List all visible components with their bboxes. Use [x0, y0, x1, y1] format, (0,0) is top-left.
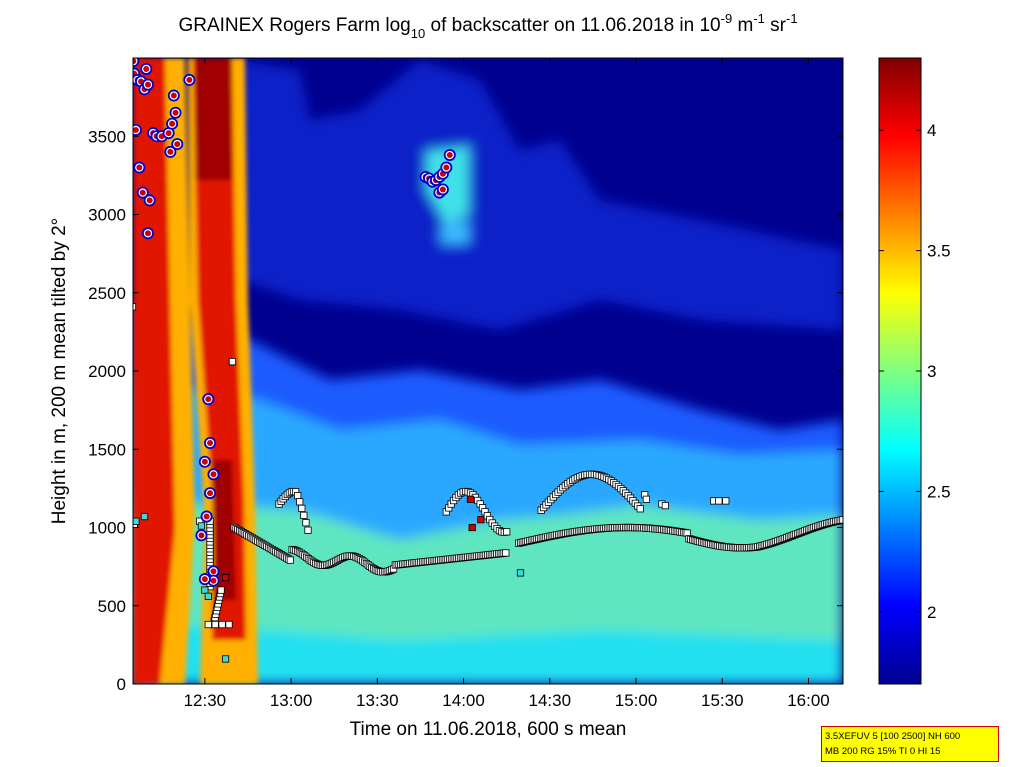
inversion-square-upper [642, 495, 650, 503]
inversion-square-upper [503, 528, 511, 536]
x-tick-label: 14:00 [442, 691, 485, 710]
plume-square [133, 303, 137, 311]
info-line-2: MB 200 RG 15% TI 0 HI 15 [825, 746, 941, 757]
cyan-square [197, 522, 206, 530]
x-tick-label: 14:30 [529, 691, 572, 710]
field-layers [133, 60, 843, 684]
cloud-base-circle [143, 65, 150, 72]
info-line-1: 3.5XEFUV 5 [100 2500] NH 600 [825, 731, 961, 742]
colorbar-tick-label: 3.5 [927, 242, 951, 261]
cloud-base-circle [203, 513, 210, 520]
inversion-square-upper [298, 504, 306, 512]
inversion-square-lower [286, 556, 294, 564]
cloud-base-circle [144, 230, 151, 237]
cloud-base-circle [201, 576, 208, 583]
x-axis-label: Time on 11.06.2018, 600 s mean [350, 719, 627, 740]
red-square [468, 523, 476, 532]
x-tick-label: 15:00 [615, 691, 658, 710]
y-tick-label: 2500 [88, 284, 126, 303]
cloud-base-circle [443, 164, 450, 171]
colorbar-tick-label: 4 [927, 121, 936, 140]
cloud-base-circle [174, 141, 181, 148]
cloud-base-circle [210, 471, 217, 478]
cloud-base-circle [210, 568, 217, 575]
cloud-base-circle [136, 164, 143, 171]
y-axis-label: Height in m, 200 m mean tilted by 2° [49, 218, 70, 524]
inversion-square-upper [302, 519, 310, 527]
y-tick-label: 2000 [88, 362, 126, 381]
plume-square [204, 620, 212, 629]
cloud-base-circle [139, 189, 146, 196]
colorbar-tick-label: 3 [927, 362, 936, 381]
cyan-square [133, 517, 140, 525]
cloud-base-circle [446, 152, 453, 159]
field-cloud [425, 145, 470, 225]
inversion-square-upper [304, 526, 312, 534]
cloud-base-circle [205, 396, 212, 403]
inversion-square-upper [636, 505, 644, 513]
inversion-square-upper [294, 492, 302, 500]
cloud-base-circle [210, 577, 217, 584]
x-tick-label: 13:00 [270, 691, 313, 710]
cyan-square [140, 512, 149, 521]
cloud-base-circle [198, 532, 205, 539]
field-upper-haze [240, 60, 843, 330]
plume-left-core [133, 58, 175, 684]
plume-square [225, 620, 233, 629]
plume-square [217, 586, 225, 594]
red-square [221, 573, 230, 582]
colorbar-tick-label: 2.5 [927, 482, 951, 501]
cyan-square [201, 586, 209, 594]
cyan-square [221, 655, 230, 663]
inversion-square-upper [722, 497, 730, 505]
cloud-base-circle [207, 490, 214, 497]
cloud-base-circle [201, 458, 208, 465]
cyan-square [516, 569, 525, 577]
inversion-square-lower [502, 549, 510, 557]
backscatter-field [133, 58, 843, 684]
cloud-base-circle [207, 439, 214, 446]
cyan-square [204, 592, 212, 600]
cloud-base-circle [146, 197, 153, 204]
field-cloud-2 [440, 220, 470, 245]
plume-lower-dark [212, 460, 236, 600]
x-tick-label: 15:30 [701, 691, 744, 710]
red-square [477, 516, 485, 524]
chart-title: GRAINEX Rogers Farm log10 of backscatter… [178, 11, 797, 41]
y-tick-label: 3500 [88, 127, 126, 146]
cloud-base-circle [169, 120, 176, 127]
y-tick-label: 3000 [88, 206, 126, 225]
cloud-base-circle [170, 92, 177, 99]
inversion-square-upper [300, 511, 308, 519]
cloud-base-circle [186, 76, 193, 83]
cloud-base-circle [144, 81, 151, 88]
cloud-base-circle [439, 186, 446, 193]
colorbar [878, 57, 922, 685]
processing-info-box: 3.5XEFUV 5 [100 2500] NH 600 MB 200 RG 1… [821, 726, 999, 762]
inversion-square-upper [715, 497, 723, 505]
cloud-base-circle [167, 148, 174, 155]
field-surface [133, 620, 843, 684]
inversion-square-upper [661, 501, 669, 510]
inversion-square-upper [296, 498, 304, 506]
x-tick-label: 13:30 [356, 691, 399, 710]
y-tick-label: 0 [117, 675, 126, 694]
red-square [466, 495, 475, 503]
plume-top-dark [195, 58, 232, 180]
cloud-base-circle [165, 130, 172, 137]
x-tick-label: 16:00 [787, 691, 830, 710]
plume-square [228, 358, 237, 366]
colorbar-tick-label: 2 [927, 603, 936, 622]
x-tick-label: 12:30 [184, 691, 227, 710]
y-tick-label: 1000 [88, 519, 126, 538]
cloud-base-circle [172, 109, 179, 116]
plume-square [218, 620, 226, 629]
cloud-base-circle [133, 126, 139, 133]
plume-square [211, 620, 219, 629]
y-tick-label: 500 [98, 597, 126, 616]
cloud-base-circle [133, 58, 137, 65]
y-tick-label: 1500 [88, 440, 126, 459]
